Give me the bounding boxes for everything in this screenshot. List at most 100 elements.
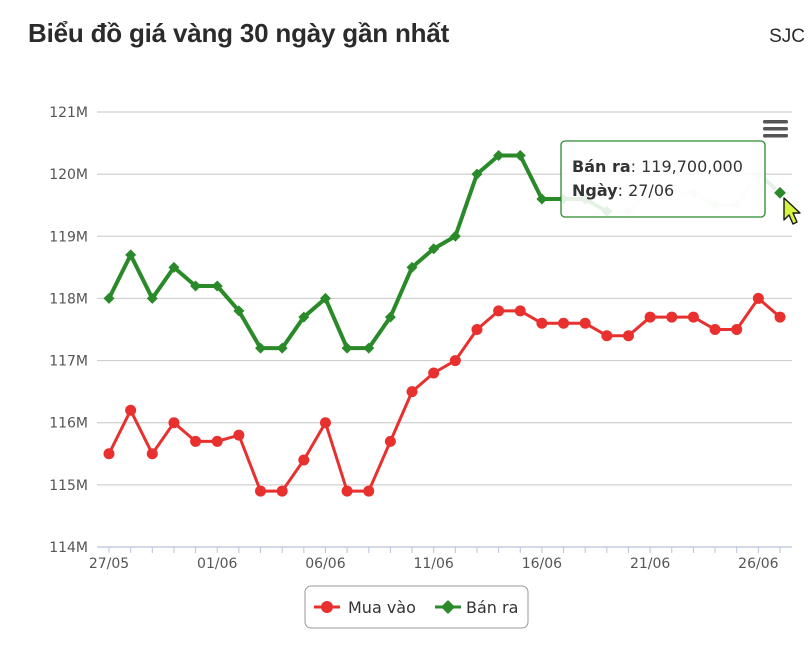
hamburger-menu-icon [763, 120, 788, 138]
data-point[interactable] [536, 317, 548, 329]
data-point[interactable] [493, 305, 505, 317]
data-point[interactable] [666, 311, 678, 323]
x-tick-label: 27/05 [89, 556, 129, 572]
data-point[interactable] [384, 311, 396, 323]
x-tick-label: 21/06 [630, 556, 670, 572]
data-point[interactable] [319, 292, 331, 304]
data-point[interactable] [406, 386, 418, 398]
y-tick-label: 114M [49, 540, 88, 556]
y-tick-label: 121M [49, 105, 88, 121]
chart-title: Biểu đồ giá vàng 30 ngày gần nhất [28, 18, 450, 48]
data-point[interactable] [211, 280, 223, 292]
data-point[interactable] [428, 243, 440, 255]
data-point[interactable] [255, 485, 267, 497]
grid-lines [97, 111, 792, 486]
x-tick-label: 06/06 [305, 556, 345, 572]
series-line [107, 153, 608, 351]
data-point[interactable] [255, 342, 267, 354]
data-point[interactable] [709, 324, 721, 335]
y-tick-label: 120M [49, 167, 88, 183]
data-point[interactable] [190, 435, 202, 447]
data-point[interactable] [298, 454, 310, 466]
legend-item-ban-ra[interactable]: Bán ra [435, 598, 518, 617]
data-point[interactable] [449, 230, 461, 242]
tooltip: Bán ra: 119,700,000 Ngày: 27/06 [560, 140, 766, 218]
data-point[interactable] [384, 435, 396, 447]
data-point[interactable] [146, 292, 158, 304]
data-point[interactable] [536, 193, 548, 205]
data-point[interactable] [103, 292, 115, 304]
x-tick-label: 16/06 [522, 556, 562, 572]
tooltip-colon-2: : [618, 181, 628, 200]
tooltip-line-2: Ngày: 27/06 [572, 181, 674, 200]
legend-label-mua-vao: Mua vào [348, 598, 416, 617]
tooltip-colon-1: : [631, 157, 641, 176]
legend-marker-circle [321, 601, 333, 613]
x-tick-label: 11/06 [413, 556, 453, 572]
data-point[interactable] [774, 311, 786, 323]
data-point[interactable] [341, 342, 353, 354]
series-line [107, 296, 781, 493]
data-point[interactable] [319, 417, 331, 429]
legend-marker-diamond [441, 600, 455, 614]
series-mua-vao [103, 292, 786, 497]
x-tick-label: 01/06 [197, 556, 237, 572]
tooltip-series-label: Bán ra [572, 157, 631, 176]
tooltip-date-value: 27/06 [628, 181, 674, 200]
data-point[interactable] [622, 330, 634, 342]
data-point[interactable] [363, 485, 375, 497]
data-point[interactable] [579, 317, 591, 329]
data-point[interactable] [125, 249, 137, 261]
data-point[interactable] [233, 429, 245, 441]
y-tick-label: 119M [49, 229, 88, 245]
data-point[interactable] [428, 367, 440, 379]
data-point[interactable] [449, 355, 461, 367]
data-point[interactable] [514, 305, 526, 317]
hover-point [771, 184, 789, 201]
tooltip-date-label: Ngày [572, 181, 618, 200]
tooltip-line-1: Bán ra: 119,700,000 [572, 157, 743, 176]
data-point[interactable] [190, 280, 202, 292]
mouse-cursor-icon [783, 197, 801, 225]
data-point[interactable] [211, 435, 223, 447]
y-axis-ticks: 114M 115M 116M 117M 118M 119M 120M 121M [49, 105, 88, 556]
data-point[interactable] [644, 311, 656, 323]
hovered-data-point[interactable] [771, 184, 789, 201]
data-point[interactable] [233, 305, 245, 317]
chart-menu-button[interactable] [760, 118, 790, 142]
data-point[interactable] [687, 311, 699, 323]
y-tick-label: 116M [49, 416, 88, 432]
data-point[interactable] [471, 324, 483, 335]
legend-box [304, 585, 529, 629]
data-point[interactable] [471, 168, 483, 180]
source-label: SJC [769, 26, 805, 47]
legend-item-mua-vao[interactable]: Mua vào [314, 598, 416, 617]
tooltip-box [560, 140, 766, 218]
y-tick-label: 118M [49, 291, 88, 307]
data-point[interactable] [168, 417, 180, 429]
data-point[interactable] [276, 485, 288, 497]
y-tick-label: 117M [49, 354, 88, 370]
data-point[interactable] [103, 448, 115, 460]
data-point[interactable] [276, 342, 288, 354]
data-point[interactable] [601, 330, 613, 342]
data-point[interactable] [341, 485, 353, 497]
data-point[interactable] [752, 292, 764, 304]
legend-label-ban-ra: Bán ra [466, 598, 518, 617]
data-point[interactable] [146, 448, 158, 460]
y-tick-label: 115M [49, 478, 88, 494]
data-point[interactable] [363, 342, 375, 354]
data-point[interactable] [493, 150, 505, 161]
tooltip-value: 119,700,000 [641, 157, 743, 176]
x-axis: 27/05 01/06 06/06 11/06 16/06 21/06 26/06 [89, 546, 792, 572]
data-point[interactable] [298, 311, 310, 323]
data-point[interactable] [406, 261, 418, 273]
data-point[interactable] [125, 404, 137, 416]
legend: Mua vào Bán ra [304, 585, 529, 629]
data-point[interactable] [168, 261, 180, 273]
x-tick-label: 26/06 [738, 556, 778, 572]
data-point[interactable] [731, 324, 743, 335]
data-point[interactable] [558, 317, 570, 329]
data-point[interactable] [514, 150, 526, 161]
